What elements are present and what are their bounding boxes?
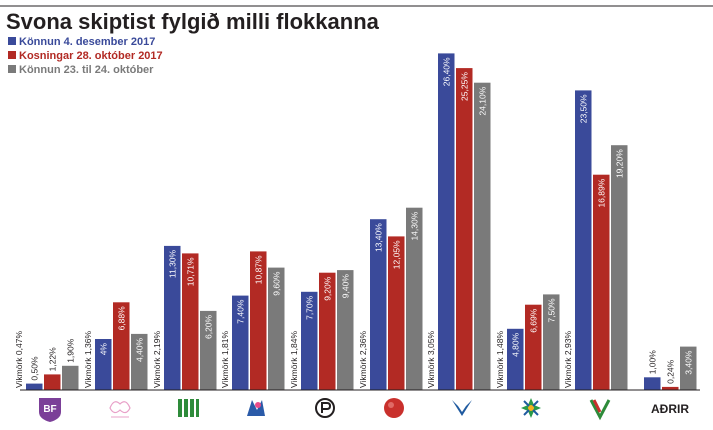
m-logo xyxy=(247,400,265,416)
data-label-p-s1: 9,20% xyxy=(322,276,332,301)
bar-c-s2 xyxy=(131,333,148,390)
data-label-p-s0: 7,70% xyxy=(304,295,314,320)
d-logo xyxy=(452,400,472,416)
data-label-v-s0: 23,50% xyxy=(578,94,588,123)
data-label-s-s0: 13,40% xyxy=(373,223,383,252)
data-label-b-s1: 6,69% xyxy=(528,308,538,333)
bar-m-s2 xyxy=(268,267,285,390)
bar-bf-s2 xyxy=(62,365,79,390)
bar-b-s1 xyxy=(525,304,542,390)
bar-s-s0 xyxy=(370,219,387,390)
legend-swatch-2 xyxy=(8,65,16,73)
margin-of-error-c: Vikmörk 1,36% xyxy=(83,331,93,388)
legend-swatch-0 xyxy=(8,37,16,45)
margin-of-error-m: Vikmörk 1,81% xyxy=(220,331,230,388)
bar-d-s0 xyxy=(438,53,455,391)
data-label-f-s1: 10,71% xyxy=(185,257,195,286)
margin-of-error-b: Vikmörk 1,48% xyxy=(495,331,505,388)
bar-aðrir-s1 xyxy=(662,386,679,390)
data-label-f-s2: 6,20% xyxy=(203,314,213,339)
data-label-c-s2: 4,40% xyxy=(134,337,144,362)
bar-p-s2 xyxy=(337,270,354,390)
adrir-label: AÐRIR xyxy=(651,402,689,416)
data-label-aðrir-s2: 3,40% xyxy=(683,350,693,375)
bar-d-s2 xyxy=(474,82,491,390)
bar-v-s0 xyxy=(575,90,592,391)
f-logo xyxy=(178,399,199,417)
data-label-p-s2: 9,40% xyxy=(340,274,350,299)
margin-of-error-v: Vikmörk 2,93% xyxy=(563,331,573,388)
data-label-b-s0: 4,80% xyxy=(510,332,520,357)
bar-m-s0 xyxy=(232,295,249,390)
v-logo xyxy=(589,399,611,421)
bar-v-s2 xyxy=(611,145,628,390)
data-label-d-s2: 24,10% xyxy=(477,86,487,115)
bar-p-s0 xyxy=(301,291,318,390)
bar-c-s1 xyxy=(113,302,130,390)
bar-b-s0 xyxy=(507,328,524,390)
bar-s-s1 xyxy=(388,236,405,390)
c-logo xyxy=(109,401,131,418)
legend-entry-2: Könnun 23. til 24. október xyxy=(19,64,154,76)
legend-entry-0: Könnun 4. desember 2017 xyxy=(19,36,155,48)
party-logos: BF xyxy=(39,398,689,422)
data-label-c-s0: 4% xyxy=(98,343,108,356)
bar-m-s1 xyxy=(250,251,267,390)
data-label-s-s2: 14,30% xyxy=(409,211,419,240)
bar-v-s1 xyxy=(593,174,610,390)
data-label-s-s1: 12,05% xyxy=(391,240,401,269)
data-label-d-s1: 25,25% xyxy=(459,72,469,101)
data-label-v-s1: 16,89% xyxy=(596,178,606,207)
data-label-b-s2: 7,50% xyxy=(546,298,556,323)
data-label-m-s1: 10,87% xyxy=(253,255,263,284)
bars: 0,50% 1,22% 1,90% 4% 6,88% 4,40% 11,30% 10,71% 6… xyxy=(26,53,697,391)
data-label-m-s2: 9,60% xyxy=(271,271,281,296)
data-label-bf-s1: 1,22% xyxy=(47,347,57,372)
bar-p-s1 xyxy=(319,272,336,390)
p-logo xyxy=(315,398,335,418)
bar-c-s0 xyxy=(95,339,112,390)
bar-bf-s0 xyxy=(26,383,43,390)
margin-of-error-f: Vikmörk 2,19% xyxy=(152,331,162,388)
data-label-v-s2: 19,20% xyxy=(614,149,624,178)
b-logo xyxy=(521,398,541,418)
bar-d-s1 xyxy=(456,68,473,390)
legend: Könnun 4. desember 2017 Kosningar 28. okt… xyxy=(8,36,163,76)
data-label-aðrir-s0: 1,00% xyxy=(647,350,657,375)
data-label-c-s1: 6,88% xyxy=(116,306,126,331)
margin-of-error-labels: Vikmörk 0,47% Vikmörk 1,36% Vikmörk 2,19% V… xyxy=(14,331,573,388)
bar-b-s2 xyxy=(543,294,560,390)
margin-of-error-p: Vikmörk 1,84% xyxy=(289,331,299,388)
data-label-d-s0: 26,40% xyxy=(441,57,451,86)
bar-aðrir-s0 xyxy=(644,377,661,391)
margin-of-error-bf: Vikmörk 0,47% xyxy=(14,331,24,388)
margin-of-error-d: Vikmörk 3,05% xyxy=(426,331,436,388)
bar-bf-s1 xyxy=(44,374,61,390)
data-label-bf-s0: 0,50% xyxy=(29,356,39,381)
chart-title: Svona skiptist fylgið milli flokkanna xyxy=(6,9,380,34)
bf-logo-text: BF xyxy=(43,404,56,415)
bar-f-s0 xyxy=(164,245,181,390)
s-logo xyxy=(384,398,404,418)
bar-f-s2 xyxy=(200,310,217,390)
data-label-m-s0: 7,40% xyxy=(235,299,245,324)
bar-f-s1 xyxy=(182,253,199,390)
bf-logo: BF xyxy=(39,398,61,422)
bar-aðrir-s2 xyxy=(680,346,697,390)
bar-s-s2 xyxy=(406,207,423,390)
legend-entry-1: Kosningar 28. október 2017 xyxy=(19,50,163,62)
legend-swatch-1 xyxy=(8,51,16,59)
data-label-f-s0: 11,30% xyxy=(167,249,177,278)
margin-of-error-s: Vikmörk 2,36% xyxy=(358,331,368,388)
data-label-aðrir-s1: 0,24% xyxy=(665,359,675,384)
data-label-bf-s2: 1,90% xyxy=(65,338,75,363)
